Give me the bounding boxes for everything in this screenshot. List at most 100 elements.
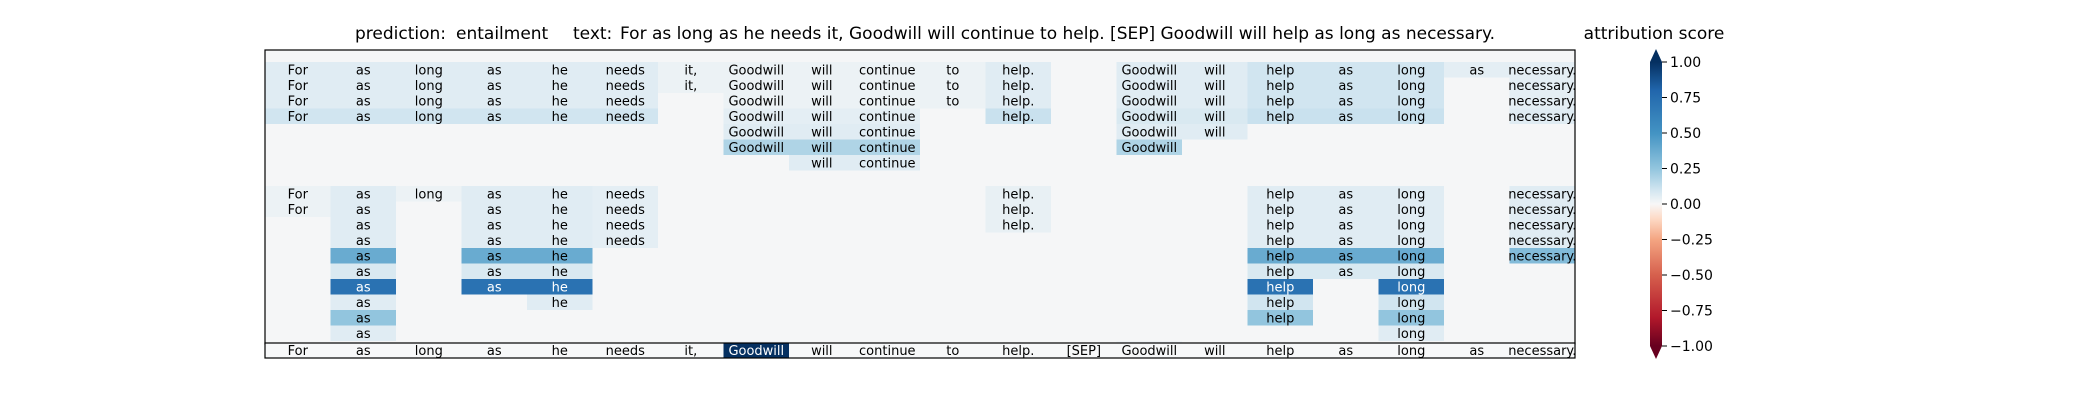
heatmap-row-word: long bbox=[1397, 203, 1425, 218]
heatmap-row-word: continue bbox=[859, 125, 916, 140]
heatmap-row-word: he bbox=[552, 63, 568, 78]
input-row-word: will bbox=[811, 344, 832, 359]
heatmap-row-word: Goodwill bbox=[728, 63, 784, 78]
input-row-word: help bbox=[1266, 344, 1294, 359]
heatmap-row-word: For bbox=[288, 203, 309, 218]
heatmap-row-cell bbox=[592, 217, 658, 233]
heatmap-row-cell bbox=[592, 108, 658, 124]
heatmap-row-cell bbox=[658, 62, 724, 78]
heatmap-row-word: help bbox=[1266, 311, 1294, 326]
heatmap-row-word: as bbox=[356, 249, 371, 264]
heatmap-row-word: will bbox=[1204, 110, 1225, 125]
heatmap-row-cell bbox=[527, 93, 593, 109]
heatmap-row-cell bbox=[1313, 77, 1379, 93]
heatmap-row-cell bbox=[920, 62, 986, 78]
input-row-background bbox=[265, 343, 1575, 358]
heatmap-row-cell bbox=[592, 77, 658, 93]
heatmap-row-cell bbox=[330, 294, 396, 310]
heatmap-row-word: long bbox=[1397, 94, 1425, 109]
heatmap-row-word: long bbox=[415, 94, 443, 109]
input-row-word: Goodwill bbox=[728, 344, 784, 359]
heatmap-row-cell bbox=[1247, 108, 1313, 124]
heatmap-row-cell bbox=[1247, 232, 1313, 248]
heatmap-row-word: needs bbox=[606, 79, 645, 94]
heatmap-row-cell bbox=[723, 62, 789, 78]
heatmap-row-cell bbox=[1182, 108, 1248, 124]
heatmap-row-word: Goodwill bbox=[1121, 94, 1177, 109]
heatmap-row-word: will bbox=[811, 141, 832, 156]
heatmap-row-cell bbox=[723, 139, 789, 155]
heatmap-row-word: as bbox=[356, 327, 371, 342]
heatmap-row-word: he bbox=[552, 249, 568, 264]
colorbar bbox=[1650, 62, 1662, 346]
heatmap-row-word: help bbox=[1266, 63, 1294, 78]
heatmap-row-word: continue bbox=[859, 156, 916, 171]
heatmap-row-cell bbox=[461, 248, 527, 264]
heatmap-row-cell bbox=[461, 201, 527, 217]
colorbar-bottom-arrow bbox=[1650, 346, 1662, 359]
heatmap-row-cell bbox=[1378, 325, 1444, 341]
heatmap-row-cell bbox=[1378, 279, 1444, 295]
heatmap-row-cell bbox=[1378, 108, 1444, 124]
heatmap-row-word: long bbox=[1397, 296, 1425, 311]
heatmap-row-word: help bbox=[1266, 265, 1294, 280]
heatmap-row-cell bbox=[461, 93, 527, 109]
heatmap-row-cell bbox=[658, 77, 724, 93]
heatmap-row-cell bbox=[330, 263, 396, 279]
heatmap-row-word: as bbox=[487, 63, 502, 78]
heatmap-row-cell bbox=[789, 124, 855, 140]
heatmap-row-cell bbox=[265, 77, 331, 93]
heatmap-row-word: needs bbox=[606, 63, 645, 78]
heatmap-row-word: needs bbox=[606, 94, 645, 109]
heatmap-row-cell bbox=[527, 294, 593, 310]
heatmap-row-word: help bbox=[1266, 280, 1294, 295]
heatmap-row-word: necessary. bbox=[1508, 249, 1576, 264]
heatmap-row-cell bbox=[330, 248, 396, 264]
heatmap-row-cell bbox=[1182, 62, 1248, 78]
heatmap-row-word: will bbox=[1204, 79, 1225, 94]
heatmap-row-word: he bbox=[552, 265, 568, 280]
heatmap-row-word: For bbox=[288, 79, 309, 94]
heatmap-row-cell bbox=[330, 77, 396, 93]
heatmap-row-word: he bbox=[552, 280, 568, 295]
input-row-word: help. bbox=[1002, 344, 1034, 359]
heatmap-row-word: Goodwill bbox=[728, 110, 784, 125]
input-row-word: as bbox=[356, 344, 371, 359]
heatmap-row-word: long bbox=[1397, 110, 1425, 125]
heatmap-row-cell bbox=[1116, 139, 1182, 155]
heatmap-row-word: long bbox=[415, 110, 443, 125]
heatmap-row-cell bbox=[1313, 62, 1379, 78]
heatmap-row-word: Goodwill bbox=[728, 94, 784, 109]
heatmap-row-word: as bbox=[356, 280, 371, 295]
heatmap-row-cell bbox=[1313, 217, 1379, 233]
heatmap-row-cell bbox=[592, 62, 658, 78]
heatmap-row-word: as bbox=[1338, 265, 1353, 280]
heatmap-row-cell bbox=[1378, 232, 1444, 248]
input-row-word: needs bbox=[606, 344, 645, 359]
heatmap-row-cell bbox=[1444, 62, 1510, 78]
heatmap-row-cell bbox=[789, 155, 855, 171]
heatmap-row-cell bbox=[1313, 201, 1379, 217]
heatmap-row-word: help bbox=[1266, 296, 1294, 311]
heatmap-row-cell bbox=[1378, 248, 1444, 264]
heatmap-row-cell bbox=[461, 62, 527, 78]
heatmap-row-word: long bbox=[1397, 280, 1425, 295]
heatmap-row-word: continue bbox=[859, 141, 916, 156]
colorbar-tick-label: −0.50 bbox=[1670, 268, 1713, 284]
heatmap-row-word: he bbox=[552, 203, 568, 218]
heatmap-row-cell bbox=[1378, 294, 1444, 310]
colorbar-tick-label: −1.00 bbox=[1670, 339, 1713, 355]
input-row-word: necessary. bbox=[1508, 344, 1576, 359]
heatmap-row-cell bbox=[985, 62, 1051, 78]
heatmap-row-cell bbox=[1378, 217, 1444, 233]
heatmap-row-word: as bbox=[356, 63, 371, 78]
heatmap-row-cell bbox=[1313, 263, 1379, 279]
colorbar-tick-label: 0.25 bbox=[1670, 162, 1701, 178]
heatmap-row-word: to bbox=[946, 94, 959, 109]
heatmap-row-word: long bbox=[415, 63, 443, 78]
heatmap-row-word: long bbox=[1397, 218, 1425, 233]
heatmap-row-cell bbox=[265, 62, 331, 78]
heatmap-row-word: necessary. bbox=[1508, 203, 1576, 218]
heatmap-row-word: as bbox=[487, 218, 502, 233]
heatmap-row-word: as bbox=[1338, 63, 1353, 78]
